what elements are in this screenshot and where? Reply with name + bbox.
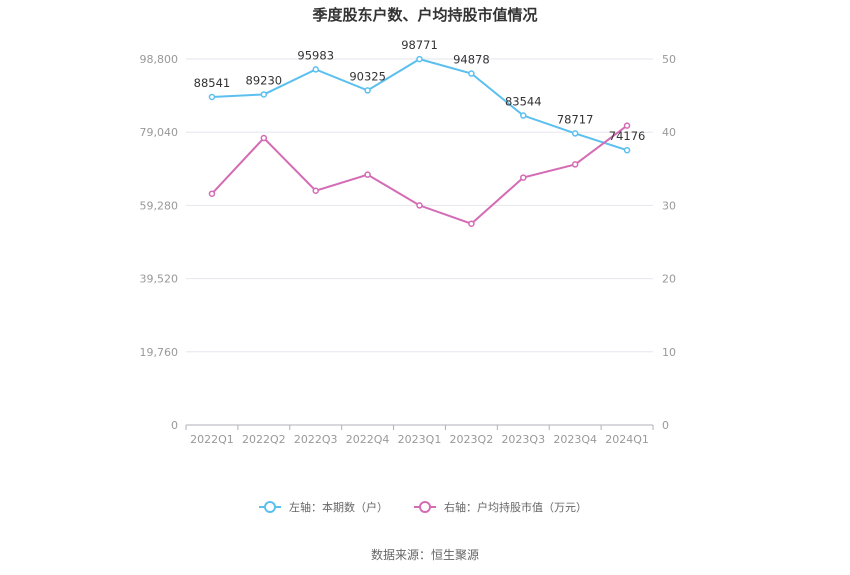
x-tick-label: 2022Q4 [346, 433, 390, 446]
data-point [520, 112, 527, 119]
data-point [468, 70, 475, 77]
y-left-tick-label: 98,800 [140, 53, 179, 66]
x-tick-label: 2023Q3 [501, 433, 545, 446]
data-point [364, 87, 371, 94]
y-left-tick-label: 0 [171, 419, 178, 432]
y-left-tick-label: 39,520 [140, 273, 179, 286]
data-label: 94878 [453, 53, 490, 67]
data-point [520, 174, 527, 181]
y-right-tick-label: 30 [662, 199, 676, 212]
y-right-tick-label: 0 [662, 419, 669, 432]
y-left-tick-label: 79,040 [140, 126, 179, 139]
data-point [623, 122, 631, 129]
data-point [416, 202, 423, 209]
y-left-tick-label: 19,760 [140, 346, 179, 359]
data-point [312, 187, 319, 195]
data-source-note: 数据来源：恒生聚源 [370, 548, 479, 562]
data-label: 98771 [401, 38, 438, 52]
data-label: 74176 [609, 129, 646, 143]
y-left-tick-label: 59,280 [140, 199, 179, 212]
data-point [416, 55, 423, 63]
data-point [364, 171, 371, 178]
x-tick-label: 2023Q2 [450, 433, 494, 446]
chart-title: 季度股东户数、户均持股市值情况 [312, 6, 538, 24]
data-label: 83544 [505, 95, 542, 109]
data-point [260, 91, 268, 98]
legend-label: 右轴：户均持股市值（万元） [444, 500, 587, 514]
data-point [571, 130, 579, 137]
x-tick-label: 2024Q1 [605, 433, 649, 446]
data-point [208, 93, 216, 101]
data-point [468, 220, 475, 227]
x-tick-label: 2023Q1 [398, 433, 442, 446]
data-label: 90325 [349, 69, 386, 83]
axis-layer: 0 0 19,760 10 39,520 20 59,280 30 79,040 40 98,800… [140, 53, 677, 446]
y-right-tick-label: 10 [662, 346, 676, 359]
data-point [571, 161, 579, 168]
x-tick-label: 2023Q4 [553, 433, 597, 446]
legend-label: 左轴：本期数（户） [289, 500, 388, 514]
legend-marker [264, 501, 276, 513]
data-label: 88541 [194, 76, 231, 90]
legend-marker [419, 501, 431, 513]
data-point [208, 190, 216, 197]
data-label: 95983 [297, 48, 334, 62]
x-tick-label: 2022Q1 [190, 433, 234, 446]
data-label-layer: 88541 89230 95983 90325 98771 94878 83544 78717… [194, 38, 646, 143]
series-layer [208, 55, 631, 227]
data-label: 78717 [557, 112, 594, 126]
legend: 左轴：本期数（户） 右轴：户均持股市值（万元） [259, 500, 587, 514]
y-right-tick-label: 20 [662, 273, 676, 286]
y-right-tick-label: 50 [662, 53, 676, 66]
x-tick-label: 2022Q3 [294, 433, 338, 446]
series-line-right [211, 124, 628, 225]
data-point [623, 146, 631, 154]
data-point [312, 66, 319, 73]
data-label: 89230 [246, 73, 283, 87]
x-tick-label: 2022Q2 [242, 433, 286, 446]
data-point [260, 134, 268, 142]
y-right-tick-label: 40 [662, 126, 676, 139]
